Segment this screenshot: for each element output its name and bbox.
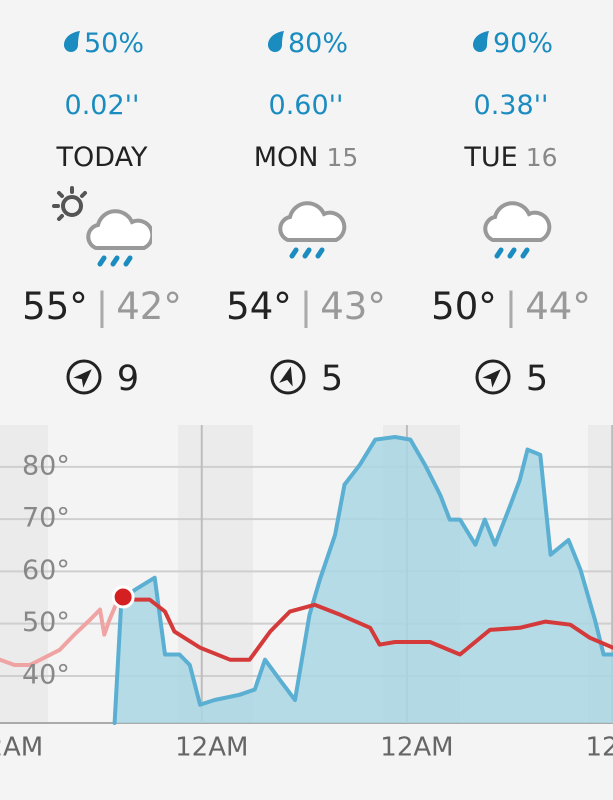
- current-point: [111, 585, 135, 609]
- sun-cloud-rain-icon: [52, 186, 155, 267]
- cloud-rain-icon: [483, 201, 552, 259]
- line: [0, 595, 126, 667]
- x-tick-label: 12AM: [175, 733, 248, 763]
- wind-icon: [270, 359, 306, 395]
- weather-icon: [52, 186, 155, 280]
- separator: |: [504, 285, 518, 328]
- y-tick-label: 60°: [22, 555, 70, 586]
- wind-speed: 9: [116, 359, 140, 399]
- weather-icon: [256, 186, 356, 280]
- separator: |: [299, 285, 313, 328]
- y-tick-label: 70°: [22, 503, 70, 534]
- low-temp: 42°: [116, 285, 182, 328]
- precip-chance-value: 50%: [83, 28, 144, 59]
- night-band: [0, 425, 48, 723]
- wind-icon: [66, 359, 102, 395]
- precip-chance: 90%: [409, 28, 613, 59]
- y-tick-label: 50°: [22, 607, 70, 638]
- low-temp: 43°: [320, 285, 386, 328]
- forecast-day: 50% 0.02'' TODAY 55° | 42° 9: [0, 0, 204, 425]
- y-tick-label: 40°: [22, 659, 70, 690]
- precip-amount: 0.02'': [64, 90, 140, 121]
- day-date: 16: [525, 143, 558, 172]
- precip-chance: 50%: [0, 28, 204, 59]
- precip-chance-value: 90%: [492, 28, 553, 59]
- x-tick-label: 12AM: [380, 733, 453, 763]
- cloud-rain-icon: [278, 201, 347, 259]
- precip-chance-value: 80%: [287, 28, 348, 59]
- temperatures: 50° | 44°: [409, 285, 613, 328]
- area-line: [112, 435, 613, 725]
- forecast-panel: 50% 0.02'' TODAY 55° | 42° 9 80% 0.60'' MON 15 54° |…: [0, 0, 613, 425]
- wind-speed: 5: [320, 359, 344, 399]
- day-label: TUE 16: [409, 142, 613, 173]
- precip-chance: 80%: [204, 28, 408, 59]
- temperatures: 54° | 43°: [204, 285, 408, 328]
- weather-icon: [461, 186, 561, 280]
- precip-amount: 0.60'': [268, 90, 344, 121]
- x-tick-label: 12AM: [585, 733, 613, 763]
- drop-icon: [267, 31, 284, 52]
- forecast-day: 80% 0.60'' MON 15 54° | 43° 5: [204, 0, 408, 425]
- high-temp: 50°: [431, 285, 497, 328]
- day-name: TODAY: [56, 142, 148, 173]
- day-label: TODAY: [0, 142, 204, 173]
- day-name: MON: [253, 142, 319, 173]
- low-temp: 44°: [525, 285, 591, 328]
- wind-icon: [475, 359, 511, 395]
- temperatures: 55° | 42°: [0, 285, 204, 328]
- area-fill: [114, 437, 613, 723]
- chart: 12AM 12AM 12AM 12AM 40° 50° 60° 70° 80°: [0, 425, 613, 800]
- drop-icon: [472, 31, 489, 52]
- x-tick-label: 12AM: [0, 733, 43, 763]
- wind: 5: [204, 358, 408, 399]
- precip-amount: 0.38'': [473, 90, 549, 121]
- day-name: TUE: [464, 142, 518, 173]
- y-tick-label: 80°: [22, 450, 70, 481]
- wind: 9: [0, 358, 204, 399]
- high-temp: 55°: [22, 285, 88, 328]
- high-temp: 54°: [226, 285, 292, 328]
- line: [121, 595, 613, 662]
- day-label: MON 15: [204, 142, 408, 173]
- forecast-day: 90% 0.38'' TUE 16 50° | 44° 5: [409, 0, 613, 425]
- wind: 5: [409, 358, 613, 399]
- drop-icon: [63, 31, 80, 52]
- day-date: 15: [326, 143, 359, 172]
- wind-speed: 5: [525, 359, 549, 399]
- separator: |: [95, 285, 109, 328]
